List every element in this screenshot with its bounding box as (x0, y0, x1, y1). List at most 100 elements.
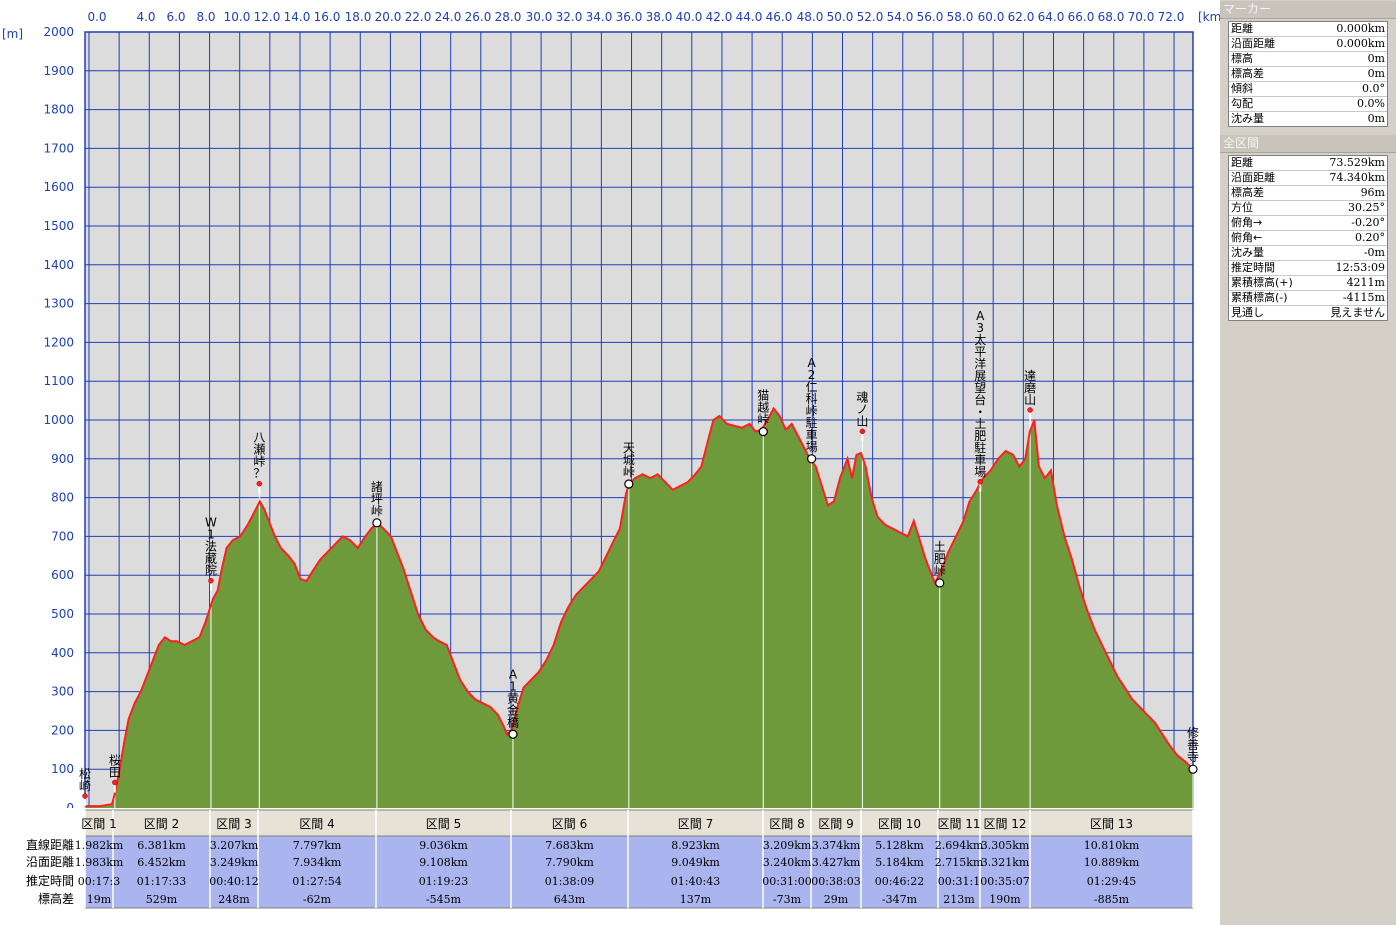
info-value: 30.25° (1348, 201, 1385, 214)
section-data-area (84, 835, 1194, 909)
waypoint-10[interactable]: 土肥峠 (934, 540, 946, 588)
table-row-label: 標高差 (38, 891, 74, 906)
x-tick-label: 52.0 (857, 10, 884, 24)
info-row: 累積標高(+) 4211m (1229, 276, 1387, 291)
waypoint-3[interactable]: 八瀬峠？ (253, 431, 265, 494)
info-value: 0.0° (1362, 82, 1385, 95)
x-tick-label: 56.0 (917, 10, 944, 24)
section-name: 区間 3 (216, 817, 251, 831)
section-time: 01:27:54 (292, 875, 341, 888)
x-tick-label: 68.0 (1098, 10, 1125, 24)
waypoint-2[interactable]: W 1 法蔵院 (205, 516, 217, 591)
y-tick-label: 100 (51, 762, 74, 776)
info-key: 推定時間 (1231, 261, 1275, 274)
section-name: 区間 1 (81, 817, 116, 831)
info-value: -4115m (1342, 291, 1385, 304)
y-tick-label: 1400 (43, 258, 74, 272)
y-unit-label: [m] (2, 27, 23, 41)
info-row: 沿面距離 74.340km (1229, 171, 1387, 186)
section-time: 00:38:03 (811, 875, 860, 888)
info-row: 沈み量 0m (1229, 112, 1387, 126)
section-straight: 3.374km (812, 839, 861, 852)
x-tick-label: 24.0 (435, 10, 462, 24)
section-surface: 9.049km (671, 856, 720, 869)
x-tick-label: 10.0 (224, 10, 251, 24)
waypoint-7[interactable]: 猫越峠 (757, 389, 769, 437)
section-straight: 3.207km (210, 839, 259, 852)
waypoint-1[interactable]: 桜田 (109, 753, 121, 793)
section-diff: 29m (824, 893, 849, 906)
x-tick-label: 58.0 (947, 10, 974, 24)
waypoint-8[interactable]: A 2 仁科峠駐車場 (806, 356, 818, 464)
elevation-area (85, 408, 1193, 808)
x-tick-label: 0.0 (87, 10, 106, 24)
section-name: 区間 11 (937, 817, 980, 831)
section-surface: 3.321km (981, 856, 1030, 869)
waypoint-9[interactable]: 魂ノ山 (856, 389, 868, 442)
x-tick-label: 66.0 (1068, 10, 1095, 24)
y-tick-label: 1200 (43, 335, 74, 349)
info-key: 方位 (1231, 201, 1253, 214)
section-diff: 137m (680, 893, 712, 906)
waypoint-label: 魂ノ山 (856, 389, 868, 428)
x-unit-label: [km] (1198, 10, 1220, 24)
waypoint-5[interactable]: A 1 黄金橋 (507, 667, 519, 739)
info-value: 0m (1367, 52, 1385, 65)
info-value: 0.000km (1336, 22, 1385, 35)
y-tick-label: 1500 (43, 219, 74, 233)
waypoint-12[interactable]: 達磨山 (1024, 369, 1036, 420)
section-diff: -347m (882, 893, 918, 906)
all-section-header: 全区間 (1220, 135, 1396, 153)
section-diff: -885m (1094, 893, 1130, 906)
y-tick-label: 900 (51, 452, 74, 466)
x-tick-label: 60.0 (978, 10, 1005, 24)
waypoint-label: 八瀬峠？ (253, 431, 265, 481)
section-time: 01:40:43 (671, 875, 720, 888)
info-value: 0m (1367, 112, 1385, 125)
section-straight: 1.982km (75, 839, 124, 852)
section-name: 区間 10 (878, 817, 921, 831)
info-value: 0.0% (1357, 97, 1385, 110)
info-key: 勾配 (1231, 97, 1253, 110)
section-surface: 3.240km (763, 856, 812, 869)
x-tick-label: 64.0 (1038, 10, 1065, 24)
info-key: 俯角→ (1231, 216, 1263, 229)
y-tick-label: 1800 (43, 103, 74, 117)
waypoint-red-marker (112, 779, 118, 786)
info-key: 見通し (1231, 306, 1264, 319)
info-row: 俯角← 0.20° (1229, 231, 1387, 246)
waypoint-label: A 1 黄金橋 (507, 667, 519, 729)
section-time: 01:29:45 (1087, 875, 1136, 888)
x-tick-label: 28.0 (495, 10, 522, 24)
section-time: 00:35:07 (980, 875, 1029, 888)
waypoint-11[interactable]: A 3 太平洋展望台・土肥駐車場 (974, 309, 986, 492)
info-key: 沿面距離 (1231, 37, 1275, 50)
elevation-profile-chart[interactable]: 0.0 4.0 6.0 8.0 10.0 12.0 14.0 16.0 18.0 20.0 22.0… (0, 0, 1220, 925)
section-straight: 5.128km (875, 839, 924, 852)
y-tick-label: 1100 (43, 374, 74, 388)
x-tick-label: 20.0 (375, 10, 402, 24)
waypoint-4[interactable]: 諸坪峠 (371, 479, 383, 528)
waypoint-0[interactable]: 松崎 (79, 767, 91, 807)
y-tick-label: 300 (51, 685, 74, 699)
waypoint-13[interactable]: 修善寺 (1187, 725, 1199, 774)
section-surface: 2.715km (935, 856, 984, 869)
section-straight: 9.036km (419, 839, 468, 852)
info-key: 俯角← (1231, 231, 1263, 244)
info-key: 沿面距離 (1231, 171, 1275, 184)
info-value: 0.000km (1336, 37, 1385, 50)
waypoint-white-marker (372, 518, 382, 528)
section-name: 区間 12 (983, 817, 1026, 831)
section-diff: 190m (989, 893, 1021, 906)
section-diff: -73m (773, 893, 802, 906)
section-straight: 2.694km (935, 839, 984, 852)
y-tick-label: 400 (51, 646, 74, 660)
section-surface: 3.249km (210, 856, 259, 869)
x-tick-label: 8.0 (196, 10, 215, 24)
info-row: 沈み量 -0m (1229, 246, 1387, 261)
waypoint-6[interactable]: 天城峠 (623, 441, 635, 489)
x-tick-label: 6.0 (166, 10, 185, 24)
info-row: 標高差 0m (1229, 67, 1387, 82)
x-tick-label: 30.0 (526, 10, 553, 24)
